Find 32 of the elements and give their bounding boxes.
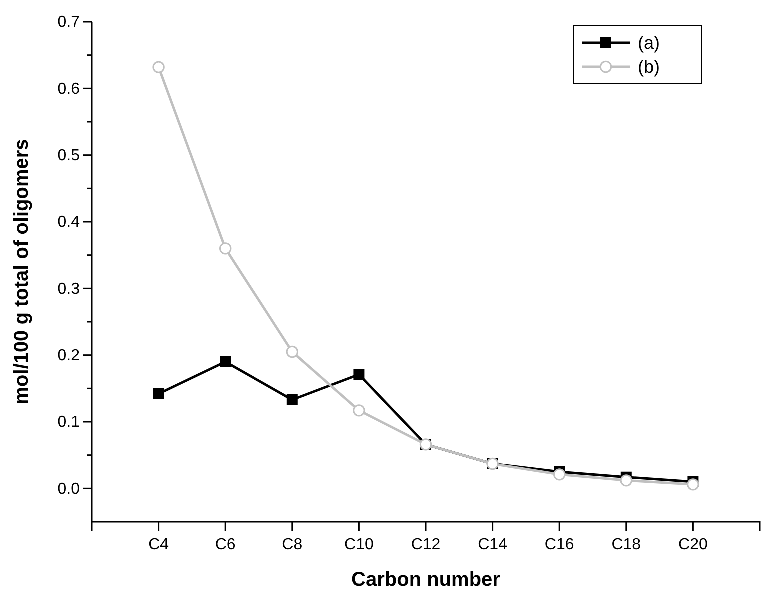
point: [687, 478, 700, 491]
legend-label: (b): [638, 57, 660, 77]
point: [620, 474, 632, 487]
x-tick-label: C18: [612, 536, 642, 554]
y-tick-label: 0.1: [58, 414, 80, 432]
point: [152, 61, 165, 74]
point: [220, 242, 232, 255]
point: [353, 404, 366, 417]
legend-label: (a): [638, 33, 660, 53]
y-tick-label: 0.7: [58, 14, 80, 32]
y-tick-label: 0.6: [58, 80, 80, 98]
y-tick-label: 0.4: [58, 214, 80, 232]
y-tick-label: 0.5: [58, 147, 80, 164]
point: [286, 394, 298, 406]
point: [153, 388, 164, 400]
y-tick-label: 0.3: [58, 280, 80, 298]
point: [220, 356, 232, 368]
point: [354, 369, 365, 380]
y-tick-label: 0.2: [58, 347, 80, 364]
x-tick-label: C6: [215, 536, 236, 554]
y-axis-title: mol/100 g total of oligomers: [11, 139, 33, 405]
x-tick-label: C16: [544, 536, 574, 554]
x-axis-title: Carbon number: [352, 569, 501, 591]
x-tick-label: C10: [344, 536, 374, 554]
point: [554, 468, 566, 481]
point: [286, 346, 298, 358]
x-tick-label: C12: [411, 536, 441, 554]
x-tick-label: C20: [678, 536, 708, 554]
x-tick-label: C8: [282, 536, 303, 554]
x-tick-label: C14: [478, 536, 508, 554]
x-tick-label: C4: [148, 536, 170, 554]
y-tick-label: 0.0: [58, 480, 80, 498]
